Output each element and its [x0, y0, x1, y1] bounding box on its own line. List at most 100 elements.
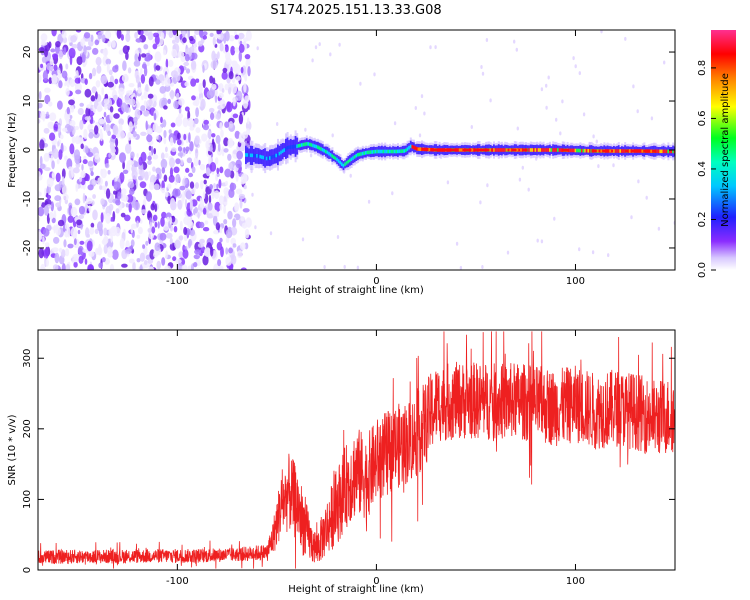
spectrogram-noise-cell [79, 256, 84, 264]
spectrogram-noise-cell [225, 44, 229, 52]
spectrogram-noise-cell [138, 227, 143, 235]
spectrogram-noise-cell [198, 160, 200, 166]
spectrogram-noise-cell [103, 48, 109, 56]
spectrogram-noise-cell [229, 71, 234, 79]
spectrogram-noise-cell [40, 264, 45, 275]
spectrogram-noise-cell [96, 80, 101, 87]
spectrogram-noise-cell [115, 138, 118, 147]
spectrogram-noise-cell [183, 62, 189, 66]
spectrogram-noise-cell [220, 227, 223, 234]
spectrogram-signal-peak [526, 149, 528, 152]
spectrogram-noise-cell [182, 37, 187, 43]
spectrogram-noise-cell [56, 227, 61, 235]
spectrogram-noise-cell [166, 233, 173, 239]
spectrogram-noise-cell [44, 153, 50, 162]
spectrogram-noise-cell [74, 149, 80, 159]
snr-panel: -100 0 1003002001000 Height of straight li… [7, 330, 675, 595]
spectrogram-noise-cell [241, 216, 245, 221]
spectrogram-noise-cell [394, 121, 396, 125]
spectrogram-noise-cell [68, 99, 75, 105]
spectrogram-noise-cell [178, 98, 185, 106]
spectrogram-noise-cell [54, 64, 58, 71]
spectrogram-y-tick-label: -20 [22, 240, 33, 256]
spectrogram-noise-cell [125, 249, 131, 254]
spectrogram-noise-cell [519, 178, 521, 182]
spectrogram-noise-cell [162, 80, 165, 85]
snr-y-tick-label: 200 [22, 419, 33, 438]
spectrogram-noise-cell [55, 41, 61, 47]
spectrogram-noise-cell [94, 153, 99, 160]
spectrogram-noise-cell [92, 210, 98, 221]
spectrogram-noise-cell [592, 134, 594, 138]
spectrogram-noise-cell [127, 160, 134, 165]
spectrogram-noise-cell [210, 112, 214, 120]
spectrogram-noise-cell [147, 156, 151, 161]
spectrogram-noise-cell [210, 162, 216, 172]
spectrogram-noise-cell [207, 91, 213, 99]
colorbar-tick-label: 0.8 [697, 60, 708, 76]
spectrogram-noise-cell [236, 171, 239, 182]
spectrogram-noise-cell [179, 186, 185, 191]
spectrogram-noise-cell [207, 131, 211, 139]
spectrogram-noise-cell [40, 111, 46, 120]
spectrogram-noise-cell [105, 163, 110, 168]
spectrogram-noise-cell [44, 167, 51, 171]
spectrogram-noise-cell [175, 158, 180, 164]
spectrogram-noise-cell [88, 205, 91, 212]
spectrogram-noise-cell [193, 209, 196, 216]
spectrogram-noise-cell [62, 176, 65, 186]
spectrogram-noise-cell [90, 171, 93, 176]
spectrogram-noise-cell [167, 184, 171, 189]
spectrogram-noise-cell [195, 148, 198, 159]
spectrogram-noise-cell [247, 117, 249, 124]
spectrogram-noise-cell [165, 191, 169, 197]
spectrogram-noise-cell [39, 91, 42, 100]
spectrogram-noise-cell [188, 132, 191, 143]
spectrogram-noise-cell [65, 64, 68, 70]
spectrogram-noise-cell [136, 221, 139, 228]
spectrogram-noise-cell [583, 112, 585, 116]
spectrogram-noise-cell [129, 203, 132, 213]
spectrogram-noise-cell [415, 106, 417, 110]
spectrogram-noise-cell [67, 244, 73, 249]
spectrogram-noise-cell [148, 171, 151, 176]
spectrogram-noise-cell [47, 178, 54, 188]
spectrogram-noise-cell [110, 264, 114, 273]
spectrogram-noise-cell [202, 199, 204, 210]
spectrogram-noise-cell [246, 128, 250, 135]
spectrogram-noise-cell [69, 143, 74, 154]
spectrogram-noise-cell [152, 166, 156, 171]
spectrogram-noise-cell [217, 259, 221, 266]
spectrogram-noise-cell [149, 182, 154, 190]
spectrogram-noise-cell [155, 35, 160, 45]
spectrogram-noise-cell [97, 105, 103, 113]
spectrogram-noise-cell [178, 152, 184, 156]
spectrogram-noise-cell [70, 79, 76, 87]
spectrogram-noise-cell [189, 36, 194, 41]
spectrogram-noise-cell [48, 101, 53, 106]
spectrogram-noise-cell [632, 84, 634, 88]
spectrogram-noise-cell [65, 88, 69, 96]
spectrogram-noise-cell [200, 164, 205, 170]
spectrogram-noise-cell [113, 95, 118, 101]
spectrogram-noise-cell [155, 222, 158, 228]
spectrogram-noise-cell [212, 84, 217, 90]
spectrogram-noise-cell [148, 228, 152, 233]
spectrogram-noise-cell [176, 93, 180, 100]
spectrogram-noise-cell [104, 98, 110, 104]
spectrogram-noise-cell [56, 173, 61, 183]
spectrogram-noise-cell [187, 157, 192, 163]
spectrogram-noise-cell [162, 119, 166, 127]
spectrogram-noise-cell [140, 253, 145, 262]
spectrogram-noise-cell [49, 112, 56, 121]
spectrogram-noise-cell [83, 62, 87, 67]
spectrogram-noise-cell [215, 157, 218, 164]
spectrogram-noise-cell [194, 249, 201, 254]
spectrogram-noise-cell [167, 217, 170, 222]
spectrogram-noise-cell [72, 44, 78, 49]
spectrogram-noise-cell [99, 185, 102, 190]
spectrogram-noise-cell [651, 116, 653, 120]
spectrogram-noise-cell [486, 183, 488, 187]
spectrogram-noise-cell [102, 34, 106, 42]
spectrogram-noise-cell [111, 41, 116, 48]
